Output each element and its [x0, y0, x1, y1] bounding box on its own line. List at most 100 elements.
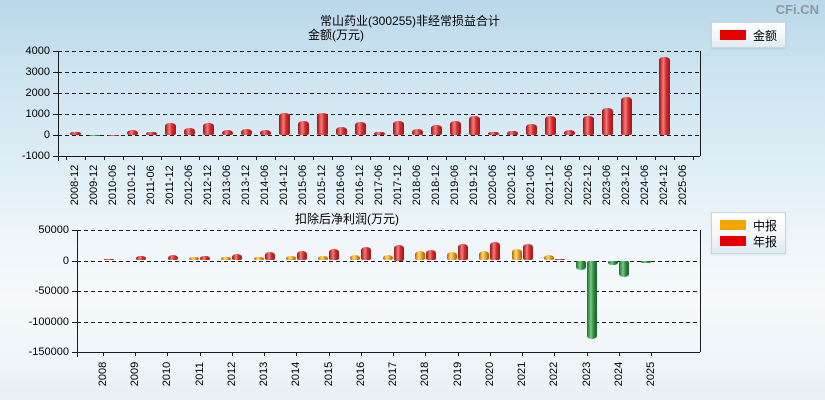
- y-axis-label: 4000: [25, 45, 50, 57]
- x-axis-tick: [554, 352, 556, 356]
- x-axis-tick: [559, 156, 561, 160]
- x-axis-label: 2014-06: [259, 164, 271, 206]
- x-axis-tick: [407, 156, 409, 160]
- cfi-logo: CFi.CN: [775, 2, 819, 17]
- x-axis-label: 2023-06: [601, 164, 613, 206]
- bar: [511, 249, 522, 261]
- y-axis-tick: [72, 291, 77, 292]
- y-axis-label: 1000: [25, 108, 50, 120]
- bar: [69, 131, 81, 135]
- bar: [544, 115, 556, 135]
- y-axis-tick: [53, 114, 58, 115]
- x-axis-label: 2015-12: [316, 164, 328, 206]
- x-axis-tick: [255, 156, 257, 160]
- gridline: [77, 230, 700, 231]
- bar: [447, 252, 458, 261]
- legend-item-amount: 金额: [720, 27, 777, 43]
- bar: [240, 128, 252, 135]
- bar: [658, 57, 670, 135]
- x-axis-line: [58, 156, 700, 157]
- bar: [382, 254, 393, 261]
- bar: [88, 135, 100, 137]
- x-axis-tick: [103, 352, 104, 356]
- top-chart-subtitle: 金额(万元): [308, 28, 364, 42]
- x-axis-tick: [296, 352, 298, 356]
- gridline: [58, 114, 700, 115]
- y-axis-label: -1000: [21, 150, 50, 162]
- bar: [490, 241, 501, 261]
- x-axis-label: 2018: [419, 361, 432, 387]
- x-axis-tick: [393, 352, 395, 356]
- bar: [164, 123, 176, 135]
- bar: [468, 116, 480, 135]
- x-axis-tick: [236, 156, 238, 160]
- x-axis-tick: [464, 156, 466, 160]
- x-axis-tick: [369, 156, 371, 160]
- x-axis-label: 2010-12: [126, 164, 138, 206]
- x-axis-label: 2023: [580, 361, 593, 387]
- x-axis-tick: [328, 352, 330, 356]
- y-axis-tick: [72, 352, 77, 353]
- x-axis-label: 2017: [387, 361, 400, 387]
- bar: [430, 124, 442, 135]
- bar: [202, 123, 214, 135]
- x-axis-tick: [312, 156, 314, 160]
- x-axis-tick: [522, 352, 524, 356]
- interim-label: 中报: [753, 218, 778, 233]
- x-axis-tick: [141, 156, 143, 160]
- bar: [316, 112, 328, 135]
- bar: [619, 260, 630, 278]
- bar: [278, 113, 290, 135]
- y-axis-label: -50000: [34, 285, 69, 297]
- y-axis-label: 0: [43, 129, 50, 141]
- bar: [487, 132, 499, 135]
- x-axis-tick: [135, 352, 137, 356]
- y-axis-tick: [53, 135, 58, 136]
- bar: [414, 251, 425, 261]
- x-axis-tick: [597, 156, 599, 160]
- bar: [608, 260, 619, 265]
- y-axis-tick: [53, 72, 58, 73]
- bar: [582, 116, 594, 135]
- x-axis-tick: [578, 156, 580, 160]
- y-axis-tick: [53, 156, 58, 157]
- bar: [522, 243, 533, 261]
- x-axis-tick: [654, 156, 656, 160]
- x-axis-label: 2016-06: [335, 164, 347, 206]
- bar: [296, 251, 307, 261]
- x-axis-label: 2016-12: [354, 164, 366, 206]
- gridline: [77, 260, 700, 262]
- x-axis-tick: [84, 156, 86, 160]
- bar: [264, 252, 275, 261]
- x-axis-label: 2012: [225, 361, 238, 387]
- x-axis-label: 2020-12: [506, 164, 518, 206]
- y-axis-tick: [72, 321, 77, 323]
- bar: [361, 247, 372, 261]
- x-axis-tick: [388, 156, 390, 160]
- bar: [373, 132, 385, 135]
- x-axis-label: 2025-06: [677, 164, 689, 206]
- x-axis-label: 2011-12: [164, 165, 176, 205]
- gridline: [77, 321, 700, 323]
- bar: [183, 127, 195, 135]
- x-axis-label: 2019-12: [468, 164, 480, 206]
- x-axis-tick: [350, 156, 352, 160]
- bar: [506, 131, 518, 135]
- bar: [425, 250, 436, 261]
- x-axis-tick: [692, 156, 694, 160]
- gridline: [58, 135, 700, 136]
- x-axis-label: 2011: [193, 362, 206, 386]
- bottom-chart-legend: 中报 年报: [711, 212, 787, 254]
- x-axis-tick: [160, 156, 162, 160]
- x-axis-tick: [483, 156, 485, 160]
- bar: [135, 255, 146, 261]
- bar: [329, 249, 340, 261]
- x-axis-tick: [217, 156, 219, 160]
- bar: [167, 254, 178, 261]
- bar: [335, 127, 347, 135]
- bar: [543, 255, 554, 261]
- bar: [554, 258, 565, 261]
- x-axis-label: 2020: [483, 361, 496, 387]
- bar: [601, 108, 613, 135]
- gridline: [58, 51, 700, 52]
